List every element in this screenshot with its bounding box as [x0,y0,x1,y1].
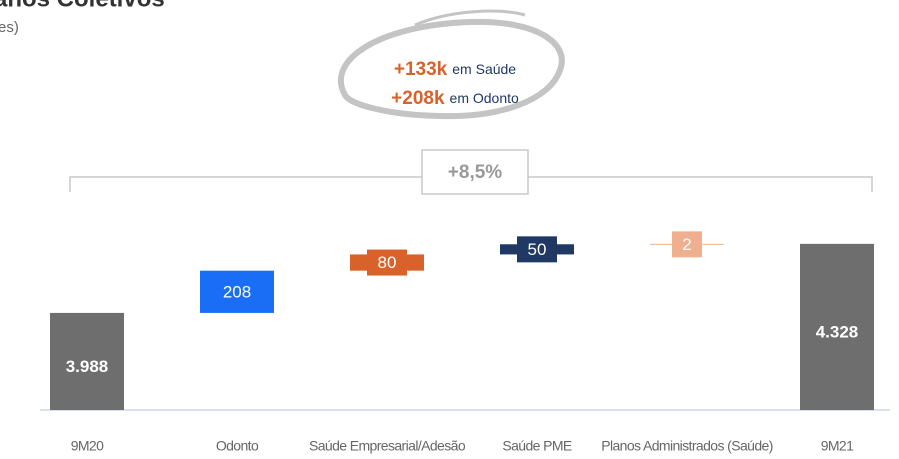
x-tick-label: 9M21 [821,438,854,454]
bracket-box [421,149,529,195]
value-label: 4.328 [816,322,859,341]
value-label: 2 [682,235,691,254]
bracket-label: +8,5% [448,162,503,183]
x-tick-label: Saúde Empresarial/Adesão [309,438,466,454]
highlight-swoosh [337,18,565,120]
annotation-value: +133k [394,59,448,80]
highlight-swoosh-tail [414,9,526,27]
value-label: 3.988 [66,357,109,376]
annotation-text: em Odonto [450,90,519,106]
value-label-box [517,236,557,263]
annotation-text: em Saúde [452,61,516,77]
bar [200,270,274,313]
x-tick-label: 9M20 [71,438,104,454]
chart-subtitle: es) [0,19,19,36]
annotation: +208k em Odonto [391,88,519,109]
x-tick-label: Saúde PME [502,438,572,454]
value-label: 80 [378,253,397,272]
annotation: +133k em Saúde [394,59,516,80]
annotation-value: +208k [391,88,445,109]
value-label-box [672,231,702,258]
bar [800,243,874,410]
x-tick-label: Planos Administrados (Saúde) [601,438,773,454]
bar [50,312,124,410]
value-label-box [367,249,407,276]
bracket [69,176,873,192]
x-tick-label: Odonto [216,438,259,454]
value-label: 50 [528,240,547,259]
value-label: 208 [223,282,251,301]
chart-title: anos Coletivos [0,0,165,12]
